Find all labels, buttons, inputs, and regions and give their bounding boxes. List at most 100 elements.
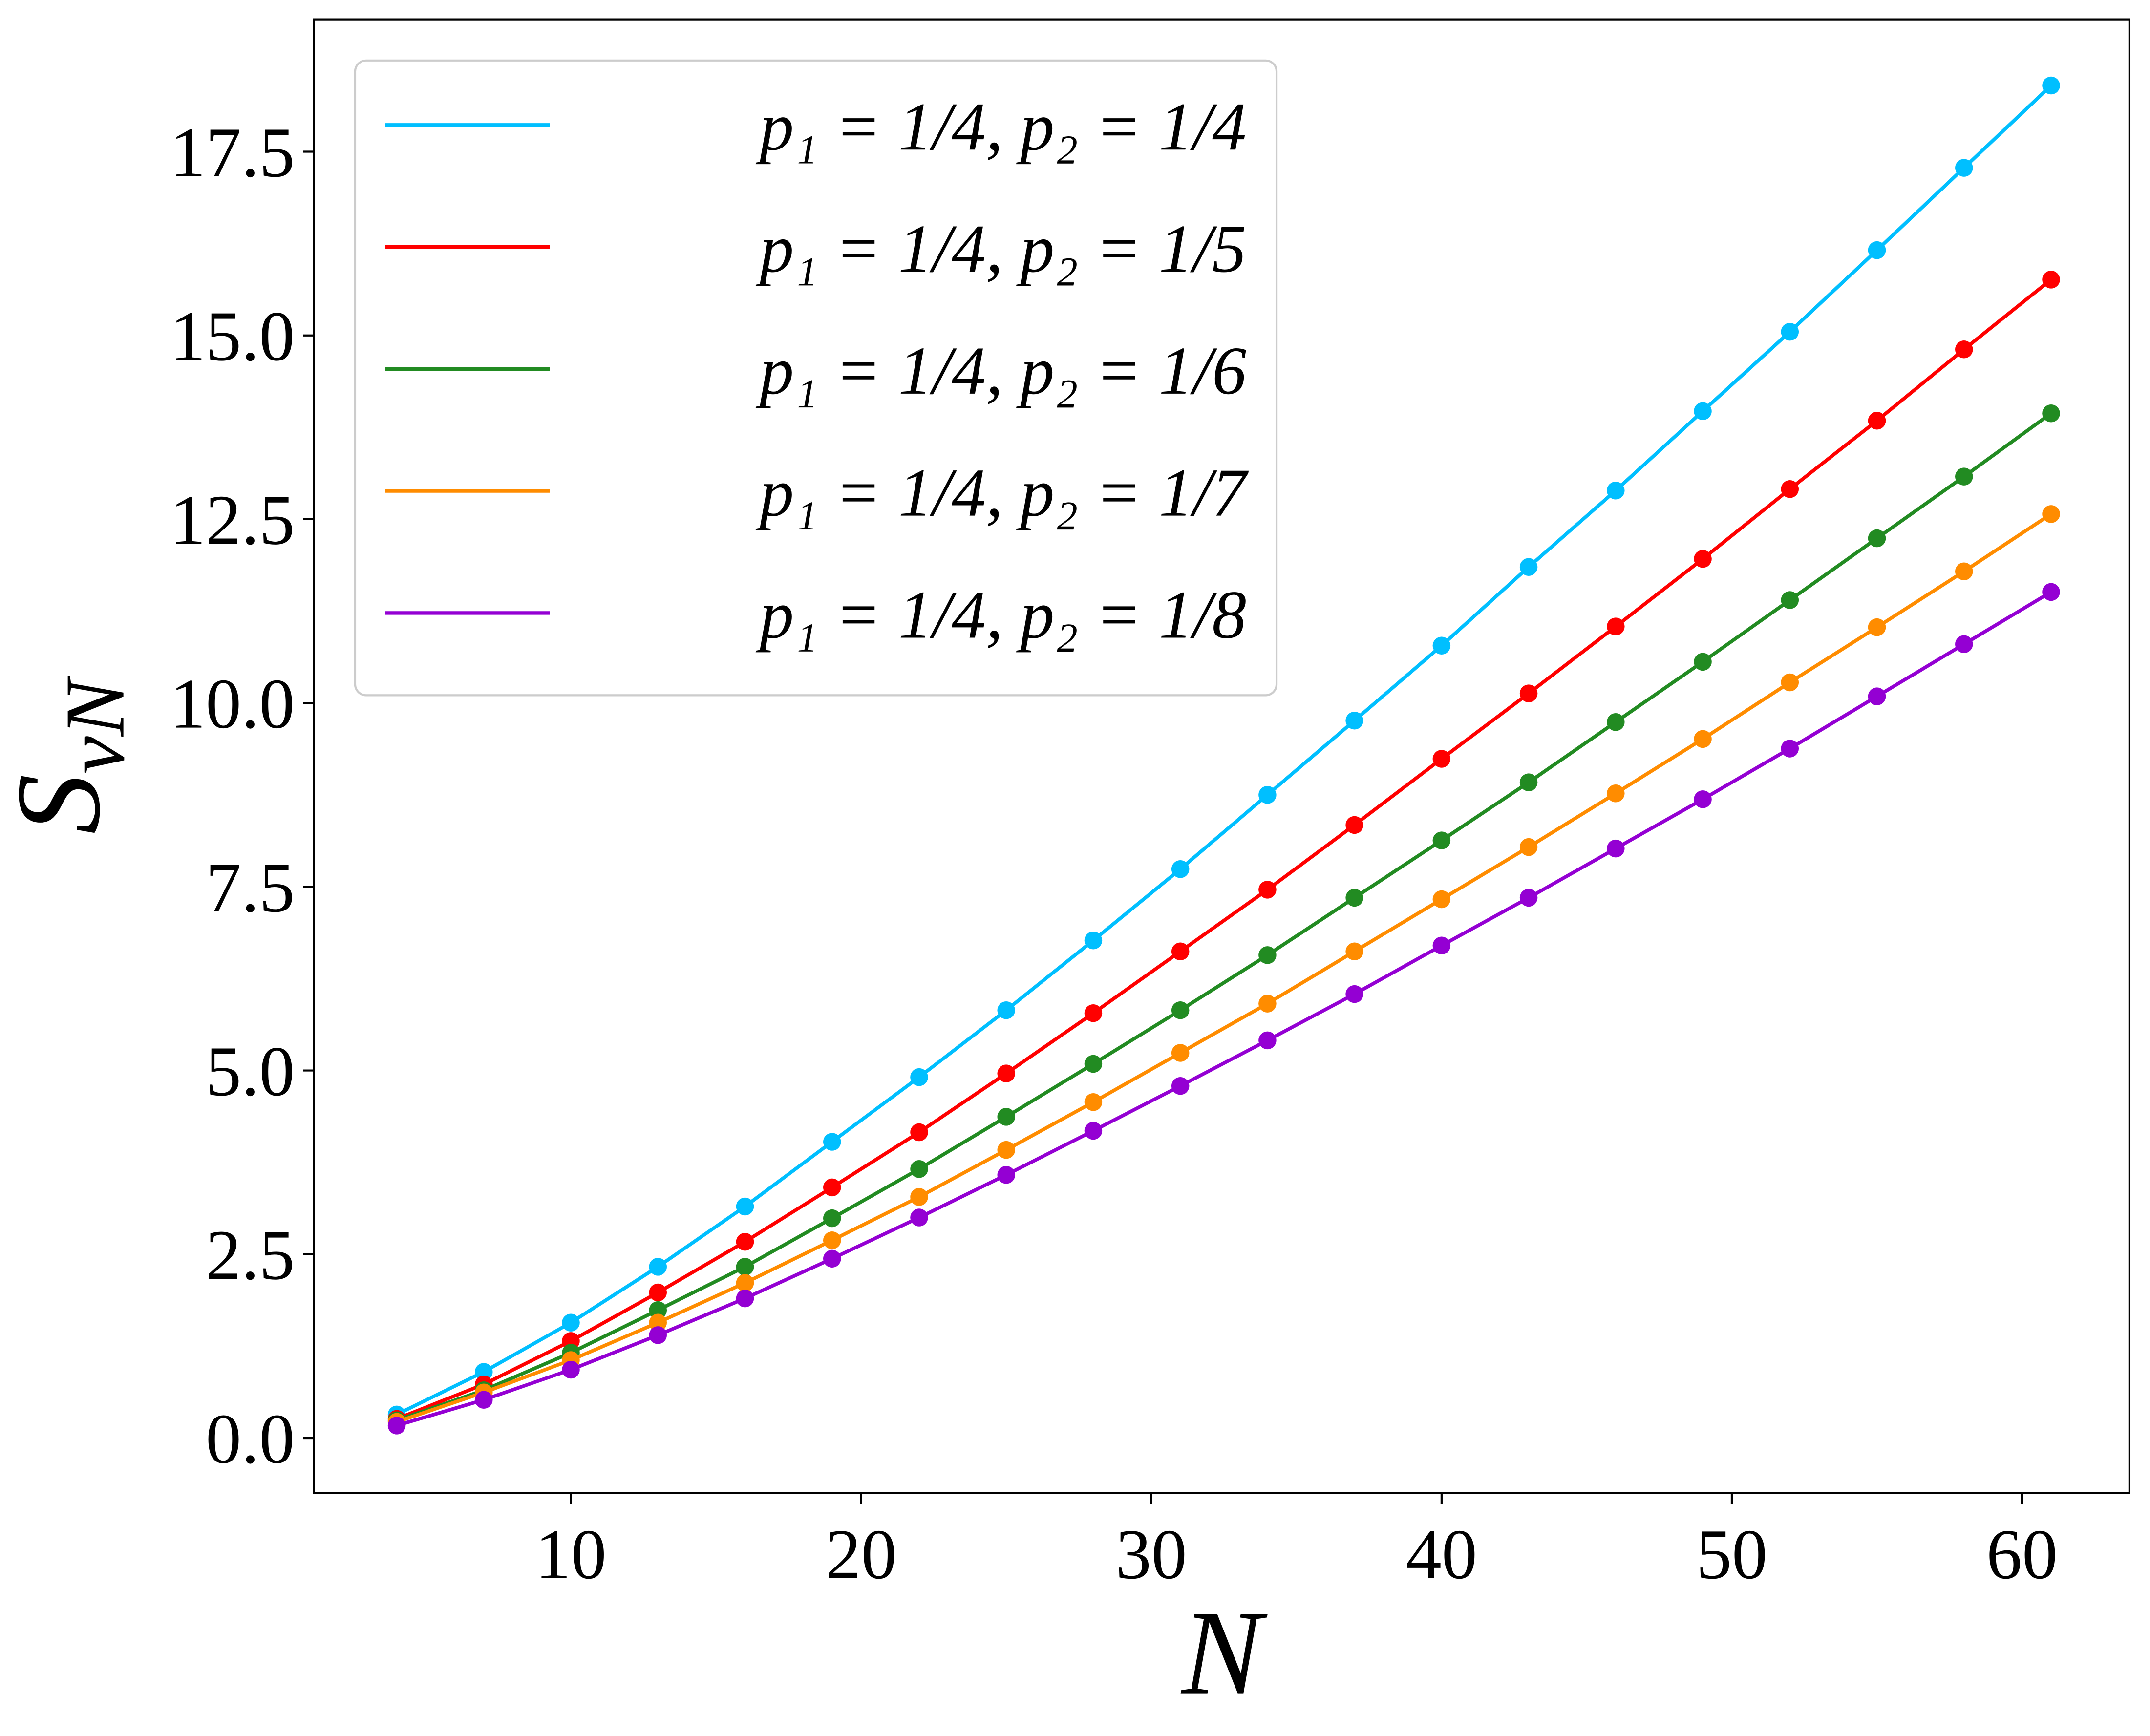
data-point	[1868, 241, 1886, 259]
data-point	[1345, 712, 1363, 730]
data-point	[1084, 1122, 1103, 1140]
data-point	[1955, 635, 1973, 654]
data-point	[1868, 687, 1886, 705]
x-axis-label: N	[1180, 1587, 1268, 1720]
data-point	[736, 1197, 754, 1216]
data-point	[1955, 340, 1973, 359]
x-tick-label: 60	[1986, 1515, 2058, 1594]
data-point	[2042, 583, 2060, 601]
legend-frame	[354, 59, 1278, 697]
plot-frame	[313, 18, 2131, 1494]
x-tick-label: 30	[1116, 1515, 1187, 1594]
data-point	[1084, 1055, 1103, 1073]
data-point	[910, 1208, 928, 1227]
data-point	[1345, 889, 1363, 907]
data-point	[1694, 653, 1712, 671]
data-point	[562, 1360, 580, 1379]
data-point	[1084, 931, 1103, 950]
series-line	[396, 512, 2052, 1424]
data-point	[1868, 618, 1886, 636]
y-tick-label: 2.5	[206, 1215, 295, 1294]
data-point	[910, 1123, 928, 1142]
data-point	[823, 1133, 841, 1151]
data-point	[1519, 558, 1538, 576]
x-tick-label: 40	[1406, 1515, 1477, 1594]
series-line	[396, 84, 2052, 1417]
data-point	[1432, 936, 1451, 954]
data-point	[1171, 1044, 1190, 1062]
series-line	[396, 278, 2052, 1421]
y-tick-label: 10.0	[170, 664, 295, 743]
data-point	[1607, 784, 1625, 803]
data-point	[823, 1249, 841, 1268]
data-point	[1432, 636, 1451, 655]
data-point	[823, 1178, 841, 1197]
data-point	[997, 1166, 1015, 1184]
legend-label: p₁ = 1/4, p₂ = 1/7	[755, 455, 1249, 531]
data-point	[1955, 159, 1973, 177]
y-tick-label: 5.0	[206, 1032, 295, 1111]
data-point	[649, 1283, 667, 1302]
data-point	[910, 1160, 928, 1178]
data-point	[475, 1363, 493, 1381]
data-point	[1781, 740, 1799, 758]
data-point	[1607, 617, 1625, 635]
data-point	[997, 1001, 1015, 1019]
data-point	[2042, 505, 2060, 523]
data-point	[1258, 995, 1277, 1013]
data-point	[1781, 591, 1799, 609]
data-point	[1694, 550, 1712, 568]
data-point	[1258, 1031, 1277, 1050]
y-tick-label: 17.5	[170, 113, 295, 192]
data-point	[1694, 402, 1712, 420]
data-point	[1171, 942, 1190, 961]
data-point	[1084, 1004, 1103, 1022]
data-point	[1432, 750, 1451, 768]
data-point	[1345, 942, 1363, 961]
data-point	[1607, 839, 1625, 858]
data-point	[736, 1258, 754, 1276]
x-tick-label: 20	[826, 1515, 897, 1594]
x-tick-label: 10	[535, 1515, 607, 1594]
data-point	[1171, 1001, 1190, 1019]
data-point	[1519, 773, 1538, 791]
data-point	[736, 1232, 754, 1251]
y-tick-label: 0.0	[206, 1399, 295, 1479]
data-point	[1607, 481, 1625, 500]
data-point	[1694, 730, 1712, 748]
data-point	[1432, 890, 1451, 909]
data-point	[2042, 271, 2060, 289]
data-point	[1781, 673, 1799, 692]
x-tick-label: 50	[1696, 1515, 1767, 1594]
legend: p₁ = 1/4, p₂ = 1/4 p₁ = 1/4, p₂ = 1/5 p₁ =…	[354, 59, 1278, 697]
data-point	[1519, 889, 1538, 907]
series-line	[396, 412, 2052, 1422]
legend-label: p₁ = 1/4, p₂ = 1/5	[755, 211, 1246, 287]
data-point	[1432, 831, 1451, 849]
data-point	[736, 1274, 754, 1292]
legend-label: p₁ = 1/4, p₂ = 1/6	[755, 333, 1246, 409]
data-point	[1607, 713, 1625, 731]
data-point	[823, 1231, 841, 1249]
legend-label: p₁ = 1/4, p₂ = 1/4	[755, 89, 1246, 165]
data-point	[649, 1313, 667, 1332]
data-point	[1868, 412, 1886, 430]
data-point	[387, 1417, 406, 1435]
data-point	[1781, 322, 1799, 341]
y-tick-label: 12.5	[170, 480, 295, 559]
data-point	[1258, 946, 1277, 964]
data-point	[649, 1258, 667, 1276]
data-point	[910, 1068, 928, 1086]
data-point	[736, 1289, 754, 1308]
data-point	[910, 1188, 928, 1206]
data-point	[997, 1141, 1015, 1159]
data-point	[1258, 881, 1277, 899]
data-point	[1519, 684, 1538, 702]
data-point	[1258, 786, 1277, 804]
data-point	[649, 1301, 667, 1319]
data-point	[1955, 467, 1973, 486]
data-point	[562, 1313, 580, 1332]
legend-label: p₁ = 1/4, p₂ = 1/8	[755, 577, 1246, 653]
data-point	[1868, 529, 1886, 548]
